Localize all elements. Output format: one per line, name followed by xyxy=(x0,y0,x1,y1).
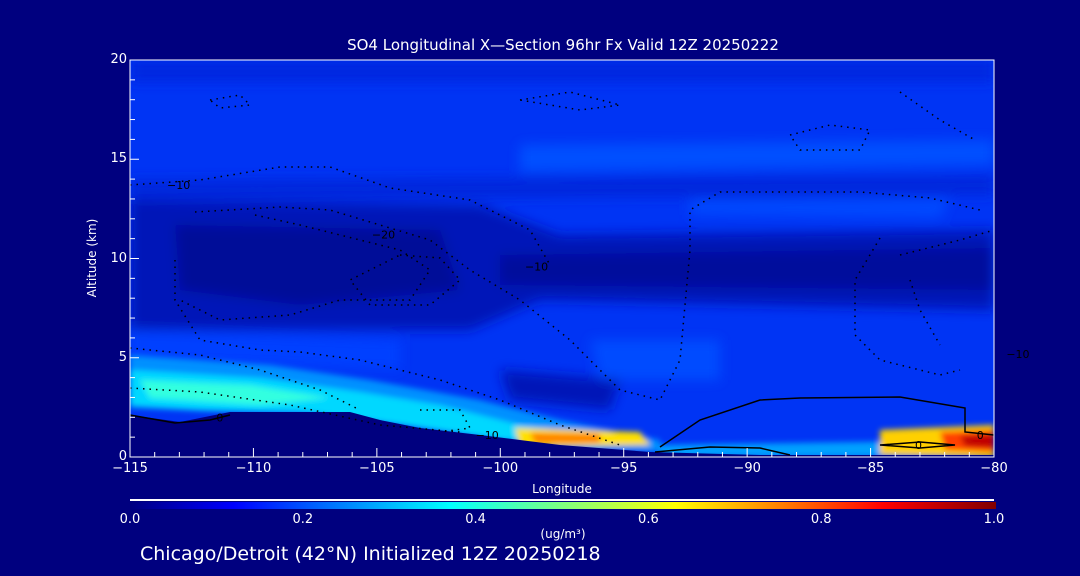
contour-labels: −10 −20 −10 0 −10 −10 0 0 xyxy=(167,179,1030,452)
contour-lines-dotted xyxy=(130,91,994,446)
colorbar-tick-label: 0.8 xyxy=(810,512,832,527)
footer-caption: Chicago/Detroit (42°N) Initialized 12Z 2… xyxy=(140,543,601,565)
y-tick-label: 15 xyxy=(110,151,127,167)
colorbar xyxy=(130,502,996,509)
terrain-mask xyxy=(130,412,994,457)
colorbar-top-line xyxy=(130,499,994,501)
contour-label: −20 xyxy=(372,229,395,242)
x-tick-label: −85 xyxy=(856,461,885,476)
y-tick-label: 5 xyxy=(118,349,127,365)
contour-lines-solid xyxy=(130,396,994,456)
y-tick-label: 10 xyxy=(110,250,127,266)
colorbar-tick-label: 0.6 xyxy=(638,512,659,527)
x-tick-label: −80 xyxy=(980,461,1008,476)
colorbar-tick-label: 0.4 xyxy=(465,512,486,527)
x-tick-label: −90 xyxy=(733,461,761,476)
colorbar-tick-label: 0.0 xyxy=(119,512,141,527)
colorbar-units: (ug/m³) xyxy=(540,527,586,541)
x-tick-label: −105 xyxy=(358,461,395,476)
x-tick-label: −115 xyxy=(112,461,148,476)
contour-label: −10 xyxy=(525,260,548,273)
y-tick-label: 20 xyxy=(110,52,127,67)
axis-ticks xyxy=(129,59,995,458)
contour-label: 0 xyxy=(977,429,984,442)
colorbar-tick-label: 0.2 xyxy=(292,512,314,527)
y-tick-label: 0 xyxy=(118,449,127,464)
contour-label: −10 xyxy=(1006,348,1029,361)
chart-title: SO4 Longitudinal X—Section 96hr Fx Valid… xyxy=(347,36,779,54)
colorbar-tick-label: 1.0 xyxy=(983,512,1005,527)
x-tick-label: −95 xyxy=(609,461,638,476)
contour-label: −10 xyxy=(476,429,499,442)
x-tick-label: −110 xyxy=(235,461,272,476)
contour-label: −10 xyxy=(167,179,190,192)
y-axis-label: Altitude (km) xyxy=(85,218,99,298)
x-tick-label: −100 xyxy=(482,461,519,476)
x-axis-label: Longitude xyxy=(532,482,592,496)
concentration-field xyxy=(130,60,994,457)
contour-label: 0 xyxy=(216,411,223,424)
contour-label: 0 xyxy=(915,439,922,452)
